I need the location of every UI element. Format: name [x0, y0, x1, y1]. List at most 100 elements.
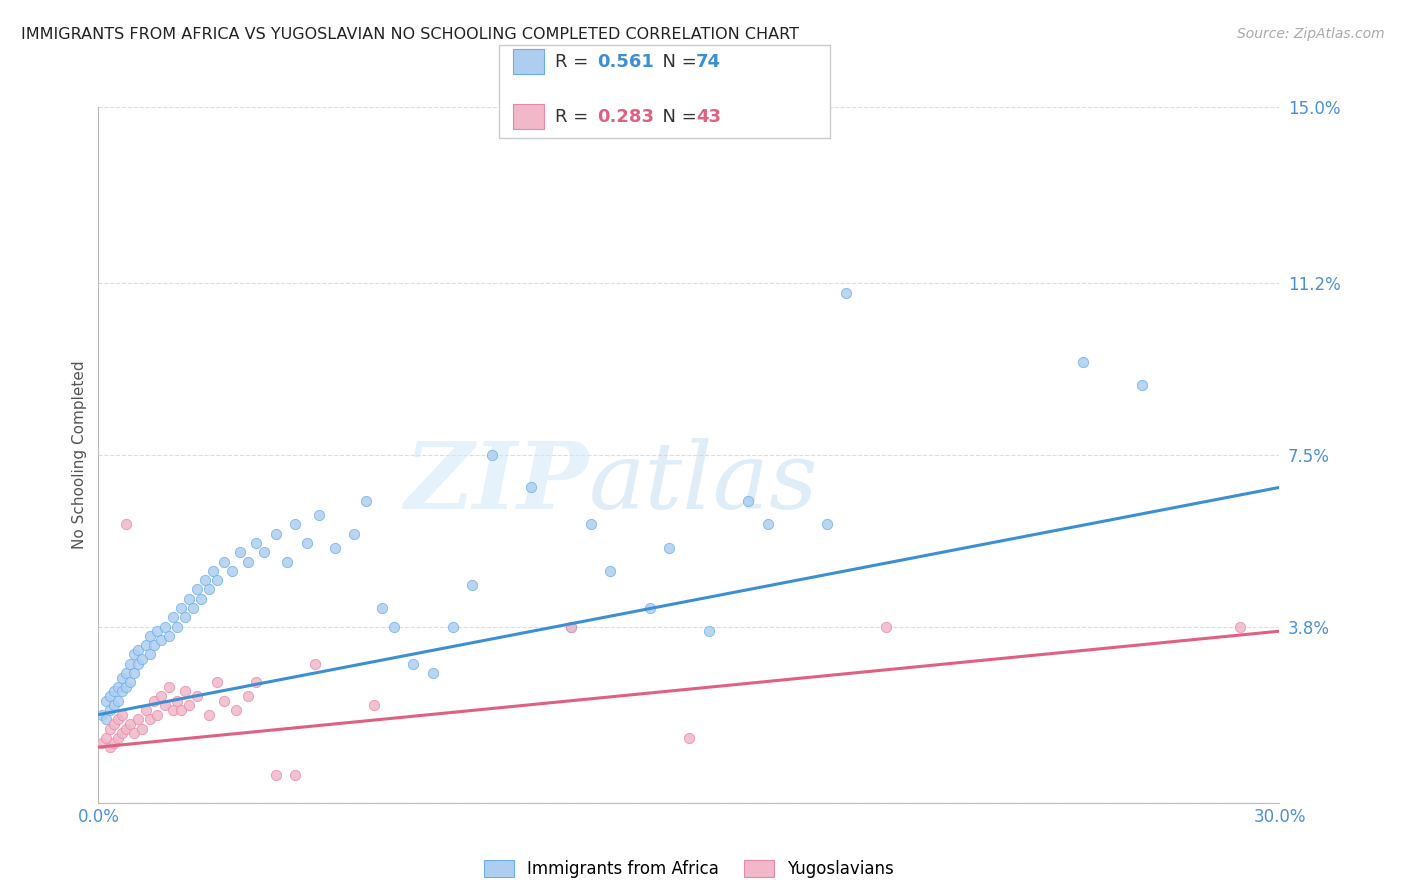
Point [186, 582, 208, 597]
Point [98, 740, 121, 755]
Point [371, 601, 394, 615]
Point [91, 735, 114, 749]
Point [122, 648, 145, 662]
Point [122, 665, 145, 680]
Point [264, 768, 287, 782]
Point [1130, 378, 1153, 392]
Point [157, 680, 180, 694]
Point [115, 722, 138, 736]
Point [875, 619, 897, 633]
Point [103, 717, 125, 731]
Point [118, 675, 141, 690]
Point [111, 684, 134, 698]
Point [221, 564, 243, 578]
Point [122, 726, 145, 740]
Point [323, 541, 346, 555]
Point [835, 285, 858, 300]
Point [98, 703, 121, 717]
Point [382, 619, 405, 633]
Point [236, 555, 259, 569]
Point [155, 619, 177, 633]
Point [107, 731, 129, 745]
Point [142, 694, 165, 708]
Point [815, 517, 838, 532]
Point [103, 735, 125, 749]
Point [253, 545, 276, 559]
Point [96, 712, 118, 726]
Point [127, 642, 149, 657]
Point [111, 726, 134, 740]
Point [461, 578, 484, 592]
Point [678, 731, 700, 745]
Text: R =: R = [555, 108, 595, 126]
Point [181, 601, 204, 615]
Point [131, 652, 153, 666]
Point [229, 545, 252, 559]
Point [197, 707, 219, 722]
Point [135, 703, 157, 717]
Point [118, 657, 141, 671]
Point [354, 494, 377, 508]
Point [697, 624, 720, 639]
Point [402, 657, 425, 671]
Text: R =: R = [555, 53, 595, 70]
Point [560, 619, 582, 633]
Text: IMMIGRANTS FROM AFRICA VS YUGOSLAVIAN NO SCHOOLING COMPLETED CORRELATION CHART: IMMIGRANTS FROM AFRICA VS YUGOSLAVIAN NO… [21, 27, 799, 42]
Point [638, 601, 661, 615]
Point [115, 680, 138, 694]
Point [481, 448, 503, 462]
Text: N =: N = [651, 108, 703, 126]
Point [96, 731, 118, 745]
Point [737, 494, 759, 508]
Point [177, 698, 200, 713]
Point [201, 564, 224, 578]
Text: 0.283: 0.283 [598, 108, 655, 126]
Point [98, 689, 121, 703]
Point [186, 689, 208, 703]
Point [162, 610, 184, 624]
Point [142, 638, 165, 652]
Point [756, 517, 779, 532]
Text: atlas: atlas [589, 438, 818, 528]
Text: ZIP: ZIP [405, 438, 589, 528]
Text: N =: N = [651, 53, 703, 70]
Point [284, 517, 307, 532]
Point [343, 526, 366, 541]
Point [127, 712, 149, 726]
Point [579, 517, 602, 532]
Point [138, 648, 160, 662]
Point [205, 675, 228, 690]
Point [98, 722, 121, 736]
Point [174, 684, 197, 698]
Point [441, 619, 464, 633]
Point [91, 707, 114, 722]
Point [115, 517, 138, 532]
Point [138, 712, 160, 726]
Point [177, 591, 200, 606]
Point [166, 619, 188, 633]
Point [422, 665, 444, 680]
Point [135, 638, 157, 652]
Point [304, 657, 326, 671]
Point [157, 629, 180, 643]
Point [103, 684, 125, 698]
Legend: Immigrants from Africa, Yugoslavians: Immigrants from Africa, Yugoslavians [477, 854, 901, 885]
Point [107, 712, 129, 726]
Point [107, 694, 129, 708]
Point [166, 694, 188, 708]
Point [107, 680, 129, 694]
Point [131, 722, 153, 736]
Point [1229, 619, 1251, 633]
Point [96, 694, 118, 708]
Point [560, 619, 582, 633]
Point [174, 610, 197, 624]
Point [138, 629, 160, 643]
Point [264, 526, 287, 541]
Point [194, 573, 217, 587]
Point [118, 717, 141, 731]
Point [197, 582, 219, 597]
Point [150, 633, 173, 648]
Point [363, 698, 385, 713]
Point [599, 564, 621, 578]
Point [111, 707, 134, 722]
